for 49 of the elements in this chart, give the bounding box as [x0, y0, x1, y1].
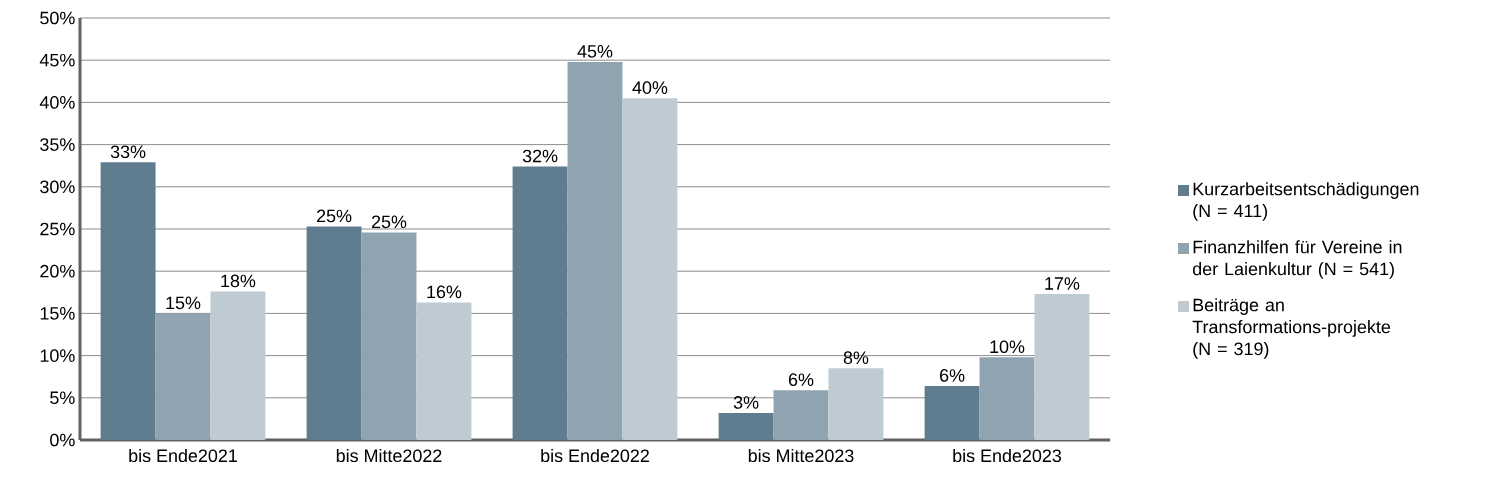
bar [416, 302, 472, 440]
data-label: 32% [522, 149, 558, 163]
legend-label: Kurzarbeitsentschädigungen (N = 411) [1193, 182, 1419, 221]
data-label: 16% [427, 285, 462, 299]
y-tick-label: 5% [50, 391, 75, 405]
y-tick-label: 10% [40, 349, 75, 362]
data-label: 6% [788, 373, 814, 386]
x-tick-label: bis Mitte2023 [748, 448, 854, 463]
bar [924, 385, 980, 440]
bar [512, 166, 568, 440]
legend-label: Beiträge an Transformations-projekte (N = 319) [1192, 298, 1391, 359]
data-label: 25% [317, 209, 352, 223]
data-label: 15% [166, 296, 201, 310]
y-tick-label: 50% [40, 11, 75, 25]
data-label: 45% [577, 45, 613, 58]
y-tick-label: 45% [39, 53, 75, 67]
y-tick-label: 25% [40, 222, 75, 236]
data-label: 18% [221, 274, 256, 288]
bar [828, 368, 884, 440]
bar [622, 98, 678, 440]
y-tick-label: 15% [40, 307, 75, 320]
y-tick-label: 30% [40, 180, 75, 194]
y-tick-label: 35% [40, 138, 75, 151]
data-label: 17% [1045, 277, 1080, 290]
bar [306, 226, 362, 440]
bar [718, 412, 774, 440]
x-tick-label: bis Mitte2022 [336, 448, 442, 463]
y-tick-label: 40% [39, 96, 75, 109]
bar [773, 390, 829, 440]
data-label: 10% [990, 340, 1025, 354]
data-label: 25% [371, 215, 407, 229]
y-tick-label: 20% [40, 264, 75, 278]
bar [361, 232, 417, 440]
x-tick-label: bis Ende2023 [953, 448, 1062, 463]
bar [100, 162, 156, 440]
x-tick-label: bis Ende2021 [129, 448, 237, 463]
data-label: 33% [110, 145, 146, 159]
data-label: 3% [733, 396, 759, 409]
bar [1034, 293, 1090, 440]
legend-label: Finanzhilfen für Vereine in der Laienkultur (N = 541) [1192, 240, 1402, 279]
x-tick-label: bis Ende2022 [541, 448, 649, 463]
bar [155, 313, 211, 440]
bar [210, 291, 266, 440]
data-label: 8% [843, 351, 869, 365]
data-label: 40% [632, 81, 668, 94]
bar [979, 357, 1035, 440]
data-label: 6% [940, 369, 965, 382]
bar [567, 61, 623, 440]
y-tick-label: 0% [50, 433, 75, 447]
